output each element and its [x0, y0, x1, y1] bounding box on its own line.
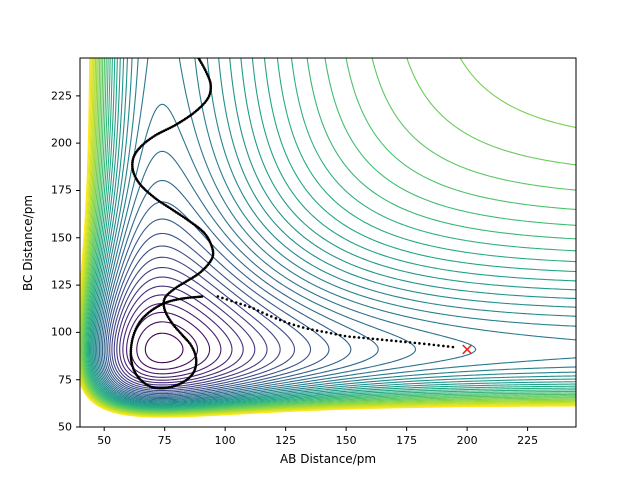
- y-tick-label: 225: [51, 89, 72, 103]
- y-tick-label: 75: [58, 373, 72, 387]
- x-tick-label: 75: [157, 434, 172, 447]
- y-axis-label: BC Distance/pm: [21, 194, 35, 291]
- x-tick-label: 100: [214, 434, 236, 447]
- x-tick-label: 150: [335, 434, 357, 447]
- x-tick-label: 50: [97, 434, 112, 447]
- x-tick-label: 175: [396, 434, 418, 447]
- y-tick-label: 125: [51, 278, 72, 292]
- y-tick-label: 150: [51, 231, 72, 245]
- y-tick-label: 200: [51, 136, 72, 150]
- x-tick-label: 125: [275, 434, 297, 447]
- y-tick-label: 100: [51, 325, 72, 339]
- x-tick-label: 200: [456, 434, 478, 447]
- x-tick-label: 225: [517, 434, 539, 447]
- x-axis-label: AB Distance/pm: [279, 452, 377, 466]
- y-tick-label: 175: [51, 183, 72, 197]
- y-tick-label: 50: [58, 420, 72, 434]
